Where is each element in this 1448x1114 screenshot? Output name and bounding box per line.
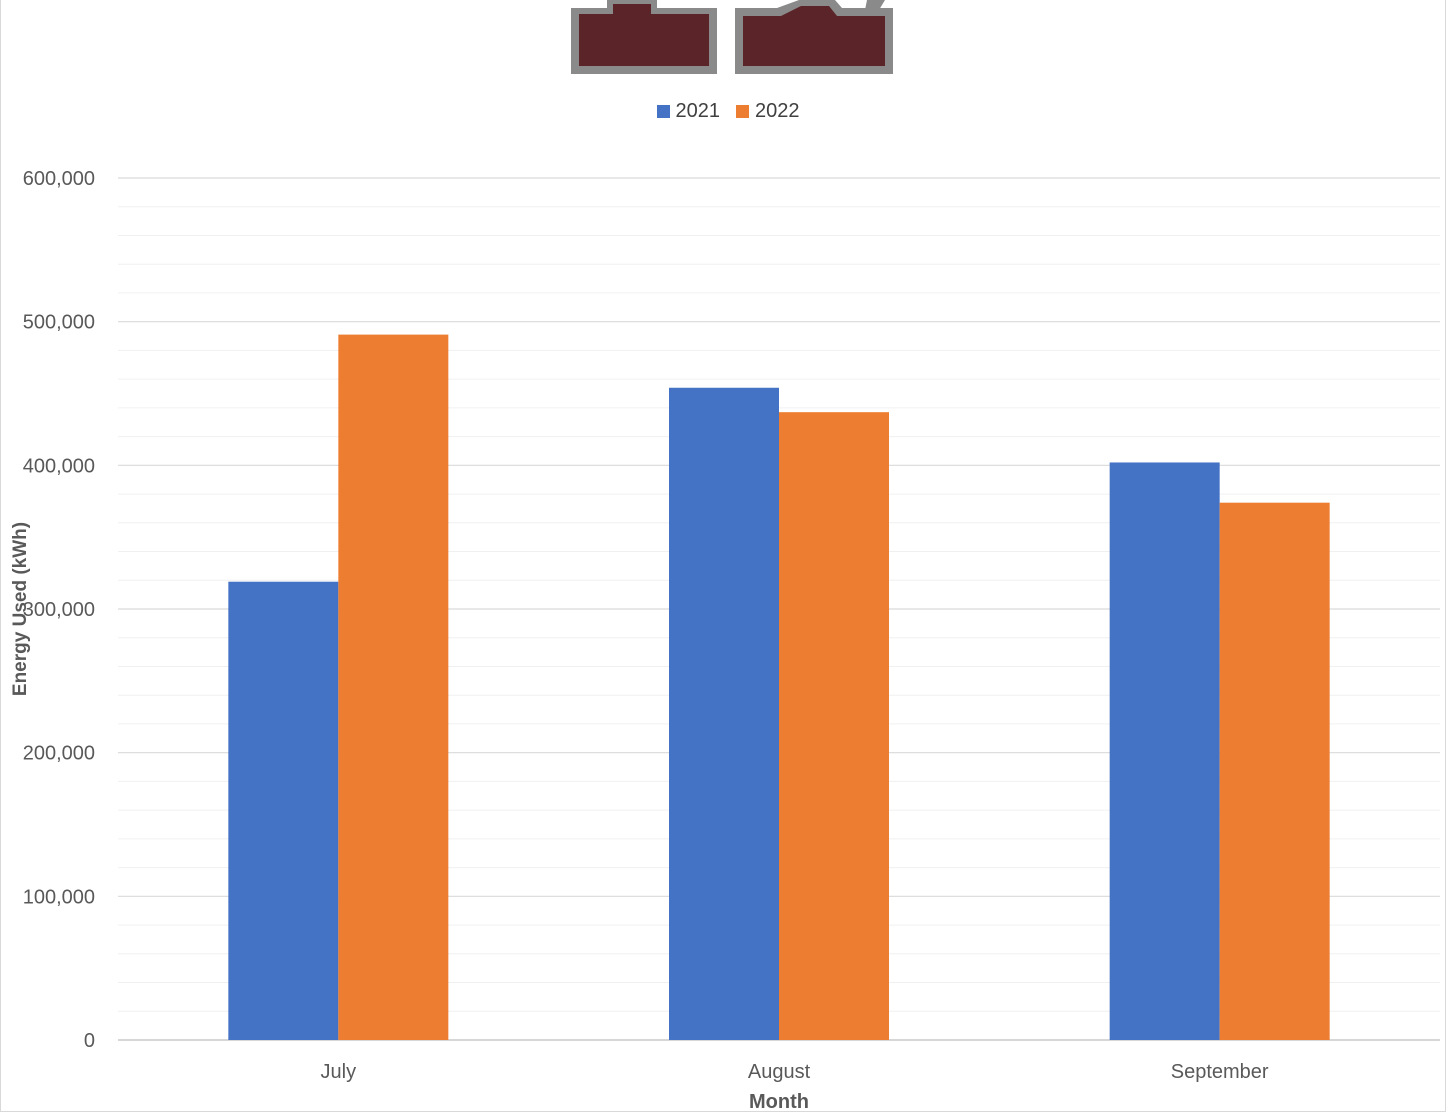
bar-2022-august [779,412,889,1041]
legend-item-2022: 2022 [736,100,800,123]
logo-image [569,0,895,76]
x-tick-label: August [748,1061,811,1083]
y-tick-label: 300,000 [23,599,95,621]
chart-legend: 2021 2022 [0,100,1448,124]
legend-swatch [736,105,749,118]
bar-2021-september [1109,462,1220,1041]
y-tick-label: 500,000 [23,312,95,334]
x-axis-title: Month [749,1091,809,1113]
y-tick-label: 400,000 [23,455,95,477]
y-tick-label: 600,000 [23,168,95,190]
bar-2021-july [228,581,339,1040]
x-tick-label: July [321,1061,357,1083]
bar-2021-august [669,387,779,1041]
legend-item-2021: 2021 [656,100,721,123]
y-axis-title: Energy Used (kWh) [10,522,31,696]
legend-label: 2022 [755,100,800,122]
legend-swatch [656,105,670,118]
y-tick-label: 200,000 [23,743,95,765]
x-tick-label: September [1171,1061,1269,1083]
bar-2022-september [1219,502,1330,1041]
legend-label: 2021 [675,100,721,122]
bar-2022-july [338,334,449,1040]
y-tick-label: 0 [84,1030,95,1052]
y-tick-label: 100,000 [23,886,95,908]
